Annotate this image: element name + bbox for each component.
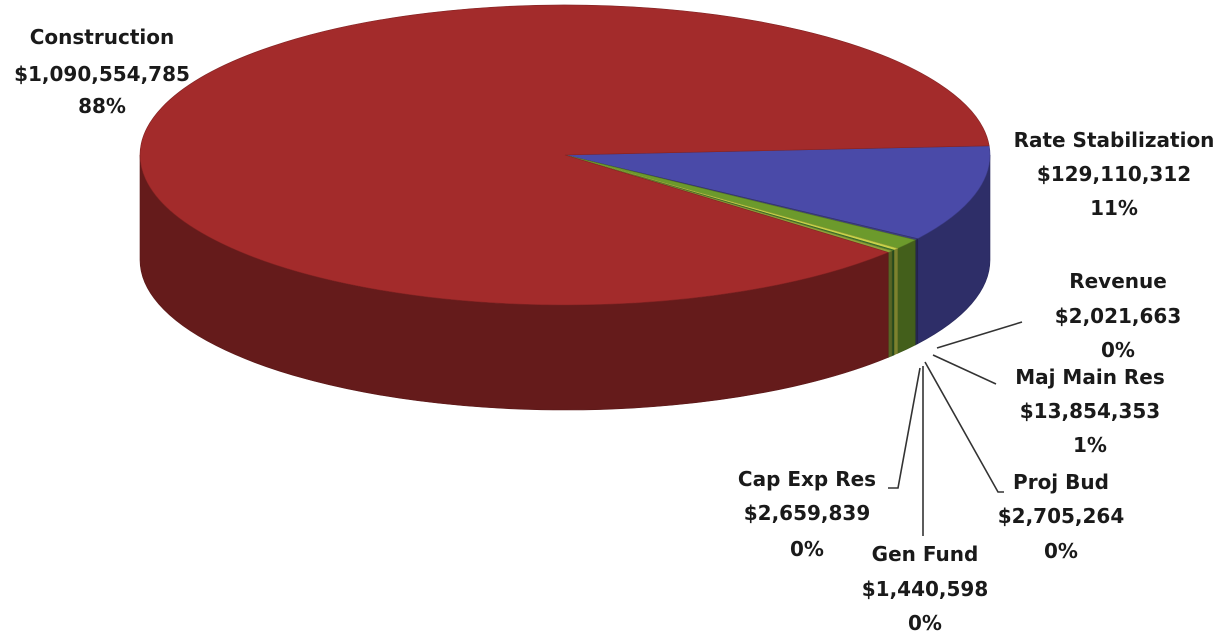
leader-line-cap-exp-res xyxy=(888,367,921,489)
pie-side-cap-exp-res xyxy=(887,250,893,358)
slice-pct-construction: 88% xyxy=(78,94,126,118)
slice-pct-gen-fund: 0% xyxy=(908,611,942,635)
slice-label-gen-fund: Gen Fund xyxy=(872,542,979,566)
leader-line-maj-main-res xyxy=(932,354,997,385)
pie-side-maj-main-res xyxy=(897,239,916,354)
slice-pct-cap-exp-res: 0% xyxy=(790,537,824,561)
pie-side-revenue xyxy=(914,238,919,346)
slice-value-construction: $1,090,554,785 xyxy=(14,62,190,86)
leader-line-revenue xyxy=(936,321,1023,349)
slice-label-cap-exp-res: Cap Exp Res xyxy=(738,467,876,491)
slice-labels: Construction $1,090,554,785 88% Rate Sta… xyxy=(14,25,1214,635)
slice-label-proj-bud: Proj Bud xyxy=(1013,470,1109,494)
slice-value-rate-stabilization: $129,110,312 xyxy=(1037,162,1191,186)
pie-side-proj-bud xyxy=(893,247,898,356)
slice-pct-proj-bud: 0% xyxy=(1044,539,1078,563)
leader-line-proj-bud xyxy=(924,361,1004,493)
pie-layer xyxy=(139,4,991,411)
leader-lines xyxy=(888,321,1023,536)
slice-label-maj-main-res: Maj Main Res xyxy=(1015,365,1165,389)
slice-pct-revenue: 0% xyxy=(1101,338,1135,362)
slice-value-cap-exp-res: $2,659,839 xyxy=(744,501,871,525)
slice-pct-maj-main-res: 1% xyxy=(1073,433,1107,457)
slice-label-construction: Construction xyxy=(30,25,174,49)
slice-value-maj-main-res: $13,854,353 xyxy=(1020,399,1160,423)
slice-label-revenue: Revenue xyxy=(1069,269,1167,293)
slice-label-rate-stabilization: Rate Stabilization xyxy=(1014,128,1215,152)
slice-pct-rate-stabilization: 11% xyxy=(1090,196,1138,220)
slice-value-revenue: $2,021,663 xyxy=(1055,304,1182,328)
pie-top xyxy=(139,4,991,306)
slice-value-gen-fund: $1,440,598 xyxy=(862,577,989,601)
slice-value-proj-bud: $2,705,264 xyxy=(998,504,1125,528)
pie-side-walls xyxy=(139,154,991,411)
pie-slice-construction xyxy=(139,4,990,306)
pie-slice-rate-stabilization xyxy=(564,145,991,240)
